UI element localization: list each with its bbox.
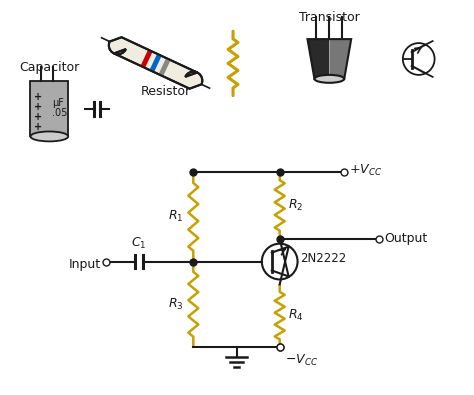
Text: $R_2$: $R_2$ — [288, 198, 303, 213]
Polygon shape — [158, 58, 171, 76]
Text: $C_1$: $C_1$ — [131, 235, 146, 250]
Text: +: + — [35, 111, 43, 122]
Ellipse shape — [30, 132, 68, 141]
Text: Output: Output — [384, 232, 427, 245]
Text: $+V_{CC}$: $+V_{CC}$ — [349, 163, 383, 178]
Text: μF: μF — [52, 98, 64, 108]
Bar — [30, 81, 68, 136]
Text: Resistor: Resistor — [140, 85, 191, 98]
Text: Capacitor: Capacitor — [19, 61, 80, 74]
Text: +: + — [35, 122, 43, 132]
Text: $R_3$: $R_3$ — [168, 297, 183, 312]
Text: Input: Input — [69, 258, 101, 271]
Polygon shape — [308, 39, 329, 79]
Ellipse shape — [314, 75, 344, 83]
Polygon shape — [109, 37, 202, 88]
Polygon shape — [329, 39, 351, 79]
Polygon shape — [150, 54, 162, 72]
Text: $R_1$: $R_1$ — [168, 209, 183, 224]
Text: +: + — [35, 92, 43, 102]
Text: Transistor: Transistor — [299, 11, 360, 24]
Text: $-V_{CC}$: $-V_{CC}$ — [285, 353, 318, 368]
Text: +: + — [35, 102, 43, 112]
Polygon shape — [141, 50, 153, 68]
Text: .05: .05 — [52, 107, 68, 118]
Text: $R_4$: $R_4$ — [288, 308, 303, 323]
Text: 2N2222: 2N2222 — [301, 252, 347, 265]
